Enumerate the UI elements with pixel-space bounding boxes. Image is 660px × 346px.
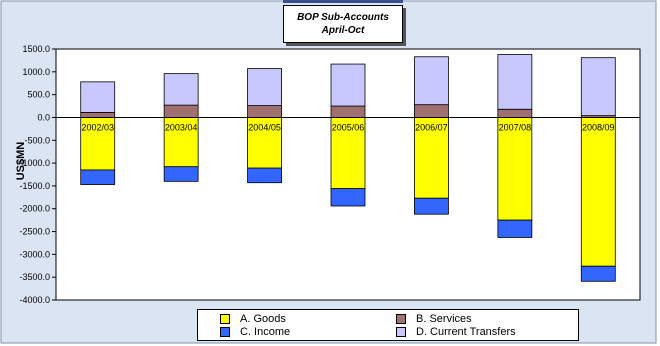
y-axis: 1500.0 1000.0 500.0 0.0 -500.0 -1000.0 -1500.0…: [19, 44, 56, 305]
x-tick-label: 2008/09: [582, 122, 615, 132]
bar-segment: [80, 117, 116, 171]
y-tick-label: 1000.0: [22, 67, 50, 77]
legend-label: C. Income: [240, 325, 291, 338]
bar-segment: [247, 117, 282, 169]
bar-segment: [497, 108, 533, 118]
bar-segment: [247, 105, 282, 118]
bar-segment: [414, 197, 449, 215]
y-tick-label: 1500.0: [22, 44, 50, 54]
bar-segment: [330, 117, 366, 190]
bar-segment: [414, 117, 449, 199]
legend-label: A. Goods: [240, 312, 286, 325]
legend-item-goods: A. Goods: [220, 312, 286, 325]
chart-subtitle: April-Oct: [321, 25, 365, 36]
y-tick-label: -2000.0: [19, 204, 50, 214]
legend-swatch: [396, 326, 406, 337]
bar-segment: [497, 117, 533, 221]
bars: [56, 54, 640, 282]
bar-segment: [414, 104, 449, 118]
bar-segment: [80, 112, 116, 118]
y-tick-label: -4000.0: [19, 295, 50, 305]
bar-segment: [80, 169, 116, 185]
legend-item-services: B. Services: [396, 312, 472, 325]
bar-segment: [163, 117, 199, 168]
title-accent-bar: [283, 0, 403, 3]
chart-title-box: BOP Sub-Accounts April-Oct: [283, 5, 403, 43]
bar-segment: [163, 104, 199, 118]
bar-segment: [580, 265, 616, 282]
legend-label: B. Services: [416, 312, 472, 325]
legend-swatch: [396, 313, 406, 324]
legend-item-current-transfers: D. Current Transfers: [396, 325, 516, 338]
x-tick-label: 2002/03: [81, 122, 114, 132]
legend-label: D. Current Transfers: [416, 325, 516, 338]
y-tick-label: -3000.0: [19, 249, 50, 259]
bar-segment: [330, 188, 366, 207]
y-tick-label: -3500.0: [19, 272, 50, 282]
legend-item-income: C. Income: [220, 325, 290, 338]
legend: A. Goods B. Services C. Income D. Curren…: [197, 309, 579, 341]
bar-segment: [414, 56, 449, 106]
bar-segment: [247, 68, 282, 106]
legend-swatch: [220, 326, 230, 337]
bar-segment: [497, 54, 533, 110]
bar-segment: [497, 219, 533, 238]
bar-segment: [163, 166, 199, 182]
bar-segment: [580, 117, 616, 267]
y-tick-label: -500.0: [24, 135, 50, 145]
x-tick-label: 2006/07: [415, 122, 448, 132]
bar-segment: [247, 167, 282, 184]
y-tick-label: -1500.0: [19, 181, 50, 191]
y-tick-label: -2500.0: [19, 227, 50, 237]
bar-segment: [163, 73, 199, 106]
legend-swatch: [220, 313, 230, 324]
bar-segment: [580, 57, 616, 117]
bar-segment: [330, 63, 366, 107]
x-tick-label: 2004/05: [248, 122, 281, 132]
y-axis-label: US$MN: [15, 141, 27, 181]
x-tick-label: 2005/06: [332, 122, 365, 132]
chart-title: BOP Sub-Accounts: [297, 12, 389, 23]
y-tick-label: 500.0: [27, 90, 50, 100]
x-tick-label: 2007/08: [499, 122, 532, 132]
y-tick-label: -1000.0: [19, 158, 50, 168]
x-tick-label: 2003/04: [165, 122, 198, 132]
x-axis-labels: 2002/03 2003/04 2004/05 2005/06 2006/07 2007/…: [81, 122, 614, 132]
bar-segment: [330, 105, 366, 118]
bar-segment: [80, 81, 116, 113]
y-tick-label: 0.0: [37, 112, 50, 122]
